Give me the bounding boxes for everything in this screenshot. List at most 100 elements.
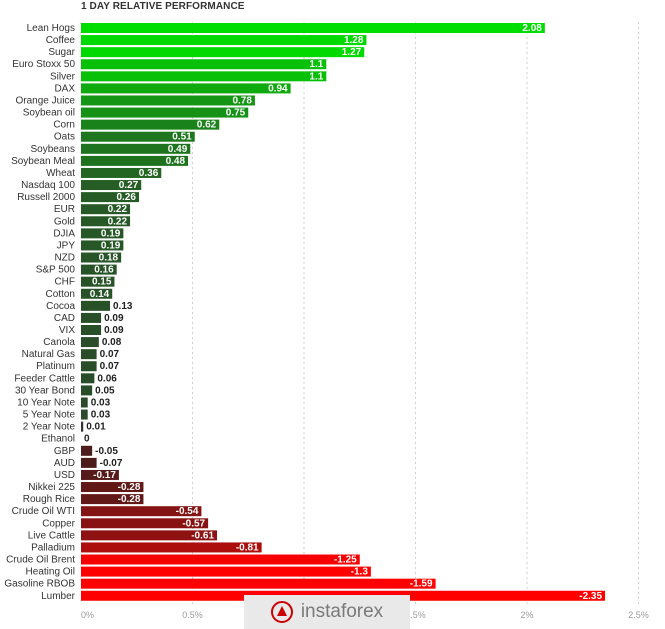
bar [81, 385, 93, 396]
category-label: USD [54, 470, 75, 481]
value-label: 0.16 [94, 265, 114, 276]
bar [81, 469, 119, 480]
category-label: DAX [54, 83, 75, 94]
category-label: Sugar [48, 47, 75, 58]
category-label: Live Cattle [28, 530, 76, 541]
category-label: S&P 500 [36, 265, 76, 276]
value-label: 1.1 [309, 59, 323, 70]
watermark: instaforex [244, 595, 410, 629]
category-label: 2 Year Note [23, 422, 76, 433]
value-label: 0.09 [104, 313, 124, 324]
value-label: -0.07 [100, 458, 123, 469]
x-tick-label: 2% [520, 610, 533, 620]
category-label: Nikkei 225 [28, 482, 75, 493]
value-label: -0.28 [118, 494, 141, 505]
category-label: Soybean oil [23, 108, 75, 119]
bar [81, 288, 113, 299]
value-label: 0.15 [92, 277, 112, 288]
category-label: Nasdaq 100 [21, 180, 75, 191]
bar [81, 252, 122, 263]
bar [81, 71, 327, 82]
category-label: Crude Oil Brent [6, 555, 75, 566]
category-label: Gold [54, 216, 75, 227]
x-tick-label: 0.5% [182, 610, 203, 620]
value-label: 1.28 [344, 35, 364, 46]
bar [81, 47, 365, 58]
value-label: 0.36 [139, 168, 159, 179]
value-label: 0.07 [100, 361, 120, 372]
bar [81, 361, 97, 372]
bar [81, 554, 360, 565]
category-label: Silver [50, 71, 76, 82]
category-label: Ethanol [41, 434, 75, 445]
bar [81, 397, 88, 408]
category-label: VIX [59, 325, 75, 336]
value-label: 0.26 [117, 192, 137, 203]
value-label: 0.19 [101, 228, 121, 239]
category-label: 10 Year Note [17, 397, 75, 408]
x-tick-label: 0% [81, 610, 94, 620]
instaforex-logo-icon [270, 601, 293, 623]
category-label: Gasoline RBOB [4, 579, 75, 590]
value-label: 1.1 [309, 71, 323, 82]
category-label: DJIA [53, 228, 75, 239]
value-label: 0.07 [100, 349, 120, 360]
value-label: 0.62 [197, 120, 217, 131]
x-tick-label: 1.5% [405, 610, 426, 620]
value-label: -1.3 [351, 567, 369, 578]
bar [81, 180, 142, 191]
value-label: 0.75 [226, 108, 246, 119]
bar [81, 373, 95, 384]
value-label: 0.94 [268, 83, 288, 94]
value-labels: 2.081.281.271.11.10.940.780.750.620.510.… [84, 23, 602, 602]
value-label: -1.25 [334, 555, 357, 566]
value-label: 0.49 [168, 144, 188, 155]
bar [81, 35, 367, 46]
bar [81, 95, 255, 106]
category-label: JPY [57, 240, 76, 251]
value-label: 0.18 [99, 253, 119, 264]
bar [81, 276, 115, 287]
category-label: Russell 2000 [17, 192, 75, 203]
bar [81, 204, 131, 215]
category-label: GBP [54, 446, 75, 457]
category-label: Soybean Meal [11, 156, 75, 167]
value-label: -0.05 [95, 446, 118, 457]
watermark-text: instaforex [300, 601, 384, 622]
value-label: -0.57 [182, 518, 205, 529]
category-label: Copper [42, 518, 75, 529]
bar [81, 300, 110, 311]
category-label: NZD [54, 253, 75, 264]
value-label: 0.22 [108, 216, 128, 227]
category-label: EUR [54, 204, 75, 215]
value-label: 0.13 [113, 301, 133, 312]
category-label: AUD [54, 458, 75, 469]
value-label: -2.35 [579, 591, 602, 602]
bar [81, 59, 327, 70]
bar [81, 457, 97, 468]
bars [81, 23, 606, 601]
category-label: Orange Juice [16, 95, 76, 106]
x-tick-label: 2.5% [628, 610, 649, 620]
bar [81, 143, 191, 154]
category-label: Lumber [41, 591, 76, 602]
category-label: Cotton [46, 289, 75, 300]
category-label: Heating Oil [26, 567, 75, 578]
category-label: Feeder Cattle [14, 373, 75, 384]
value-label: 0.06 [97, 373, 117, 384]
bar [81, 119, 220, 130]
value-label: -0.28 [118, 482, 141, 493]
value-label: 0.01 [86, 422, 106, 433]
bar [81, 312, 102, 323]
bar [81, 542, 262, 553]
bar [81, 409, 88, 420]
bar [81, 155, 189, 166]
category-label: Lean Hogs [27, 23, 75, 34]
category-label: Crude Oil WTI [12, 506, 75, 517]
category-label: Oats [54, 132, 75, 143]
category-label: Coffee [46, 35, 76, 46]
value-label: -0.81 [236, 542, 259, 553]
category-label: Soybeans [31, 144, 75, 155]
category-label: Wheat [46, 168, 75, 179]
